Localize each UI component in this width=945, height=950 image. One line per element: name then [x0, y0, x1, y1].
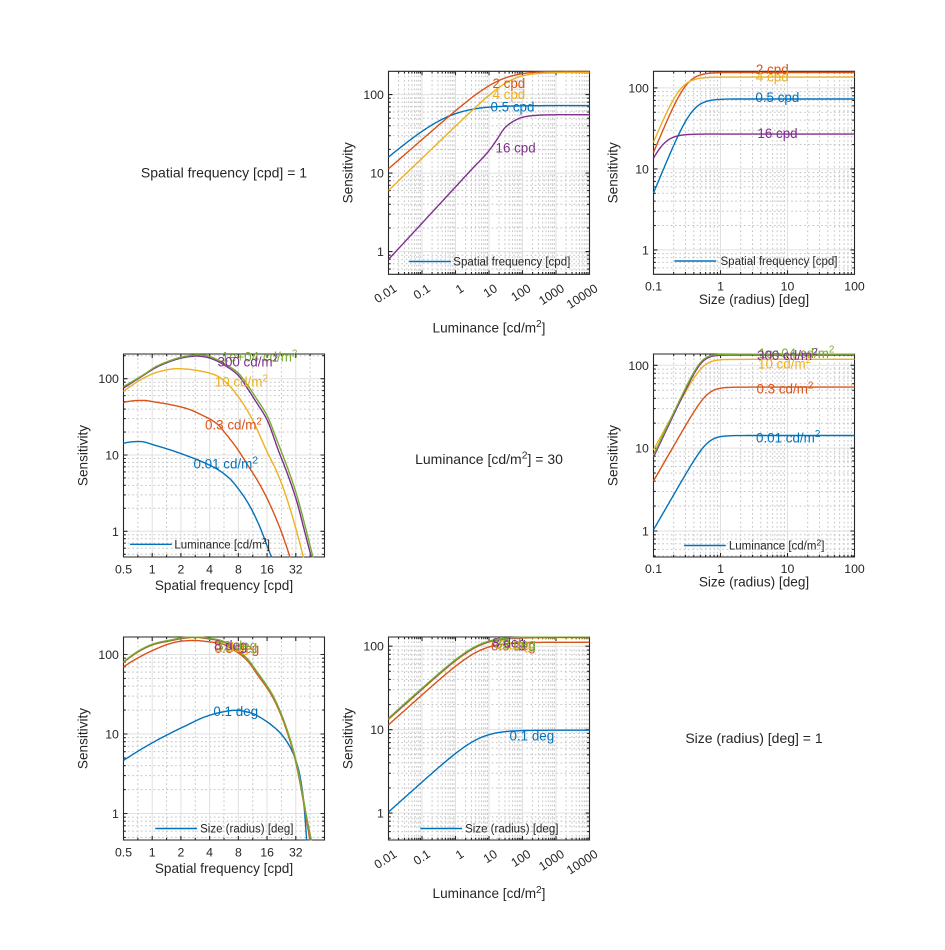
svg-text:1: 1: [112, 807, 119, 821]
svg-text:Sensitivity: Sensitivity: [341, 708, 356, 769]
svg-text:16: 16: [260, 845, 274, 859]
svg-text:300 cd/m2: 300 cd/m2: [757, 347, 818, 363]
svg-text:Size (radius) [deg]: Size (radius) [deg]: [200, 824, 293, 836]
svg-text:32: 32: [289, 562, 303, 576]
svg-text:Sensitivity: Sensitivity: [606, 142, 621, 203]
svg-text:10: 10: [635, 442, 649, 456]
svg-text:0.1: 0.1: [645, 562, 662, 576]
svg-text:1: 1: [717, 562, 724, 576]
svg-text:32 deg: 32 deg: [216, 639, 257, 654]
svg-text:100: 100: [628, 81, 649, 95]
svg-text:1: 1: [642, 525, 649, 539]
svg-text:2 deg: 2 deg: [498, 637, 532, 652]
svg-text:8 deg: 8 deg: [492, 635, 526, 650]
svg-text:Luminance [cd/m2] = 30: Luminance [cd/m2] = 30: [415, 451, 563, 467]
svg-text:16 cpd: 16 cpd: [757, 126, 797, 141]
svg-text:1: 1: [642, 243, 649, 257]
svg-text:2: 2: [177, 562, 184, 576]
svg-text:Spatial frequency [cpd]: Spatial frequency [cpd]: [155, 578, 293, 593]
svg-text:0.01 cd/m2: 0.01 cd/m2: [194, 455, 258, 471]
svg-text:0.5 cpd: 0.5 cpd: [755, 90, 799, 105]
svg-text:Luminance [cd/m2]: Luminance [cd/m2]: [729, 537, 825, 552]
svg-text:1: 1: [377, 807, 384, 821]
svg-text:Sensitivity: Sensitivity: [606, 425, 621, 486]
svg-text:0.1 deg: 0.1 deg: [510, 728, 555, 743]
svg-text:Size (radius) [deg]: Size (radius) [deg]: [699, 292, 809, 307]
svg-text:100: 100: [363, 88, 384, 102]
svg-text:1: 1: [377, 245, 384, 259]
svg-text:10: 10: [781, 562, 795, 576]
svg-text:1: 1: [149, 562, 156, 576]
svg-text:1: 1: [717, 279, 724, 293]
svg-text:300 cd/m2: 300 cd/m2: [218, 353, 279, 369]
svg-text:2 deg: 2 deg: [216, 640, 250, 655]
svg-text:0.5 deg: 0.5 deg: [215, 641, 260, 656]
svg-text:1e+04 cd/m2: 1e+04 cd/m2: [222, 349, 298, 365]
svg-text:4: 4: [206, 562, 213, 576]
svg-text:10 cd/m2: 10 cd/m2: [215, 373, 268, 389]
svg-text:4: 4: [206, 845, 213, 859]
svg-text:Luminance [cd/m2]: Luminance [cd/m2]: [433, 885, 546, 901]
svg-text:2: 2: [177, 845, 184, 859]
svg-text:10: 10: [781, 279, 795, 293]
svg-text:0.1: 0.1: [645, 279, 662, 293]
svg-text:8: 8: [235, 562, 242, 576]
svg-text:100: 100: [844, 562, 865, 576]
svg-text:Size (radius) [deg]: Size (radius) [deg]: [465, 824, 558, 836]
svg-text:10 cd/m2: 10 cd/m2: [758, 355, 811, 371]
svg-text:100: 100: [98, 648, 119, 662]
svg-text:0.5 deg: 0.5 deg: [491, 639, 536, 654]
svg-text:Sensitivity: Sensitivity: [76, 425, 91, 486]
svg-text:100: 100: [844, 279, 865, 293]
svg-text:0.5: 0.5: [115, 845, 132, 859]
svg-text:10: 10: [481, 847, 500, 866]
svg-text:Sensitivity: Sensitivity: [76, 708, 91, 769]
svg-text:0.01 cd/m2: 0.01 cd/m2: [756, 429, 820, 445]
svg-text:10: 10: [105, 728, 119, 742]
svg-text:10: 10: [370, 167, 384, 181]
svg-text:8 deg: 8 deg: [214, 638, 248, 653]
svg-text:16: 16: [260, 562, 274, 576]
svg-text:1e+04 cd/m2: 1e+04 cd/m2: [759, 345, 835, 361]
svg-text:0.3 cd/m2: 0.3 cd/m2: [205, 417, 262, 433]
svg-text:16 cpd: 16 cpd: [496, 141, 536, 156]
svg-text:0.5 cpd: 0.5 cpd: [491, 100, 535, 115]
svg-text:100: 100: [363, 640, 384, 654]
svg-text:0.3 cd/m2: 0.3 cd/m2: [757, 380, 814, 396]
svg-text:32: 32: [289, 845, 303, 859]
svg-text:Size (radius) [deg] = 1: Size (radius) [deg] = 1: [685, 730, 823, 746]
svg-text:4 cpd: 4 cpd: [756, 70, 789, 85]
svg-text:Spatial frequency [cpd]: Spatial frequency [cpd]: [453, 257, 570, 269]
svg-text:10: 10: [481, 281, 500, 300]
svg-text:Luminance [cd/m2]: Luminance [cd/m2]: [174, 536, 270, 551]
svg-text:10: 10: [635, 162, 649, 176]
svg-text:2 cpd: 2 cpd: [493, 76, 526, 91]
svg-text:Luminance [cd/m2]: Luminance [cd/m2]: [433, 319, 546, 335]
svg-text:1: 1: [112, 525, 119, 539]
svg-text:2 cpd: 2 cpd: [756, 62, 789, 77]
svg-text:Size (radius) [deg]: Size (radius) [deg]: [699, 575, 809, 590]
svg-text:100: 100: [628, 359, 649, 373]
svg-text:8: 8: [235, 845, 242, 859]
svg-text:4 cpd: 4 cpd: [493, 87, 526, 102]
svg-text:10: 10: [105, 449, 119, 463]
svg-text:0.5: 0.5: [115, 562, 132, 576]
svg-text:Spatial frequency [cpd]: Spatial frequency [cpd]: [155, 861, 293, 876]
svg-text:0.1 deg: 0.1 deg: [213, 704, 258, 719]
svg-text:Sensitivity: Sensitivity: [341, 142, 356, 203]
svg-text:1: 1: [149, 845, 156, 859]
svg-text:Spatial frequency [cpd] = 1: Spatial frequency [cpd] = 1: [141, 165, 307, 181]
svg-text:Spatial frequency [cpd]: Spatial frequency [cpd]: [721, 256, 838, 268]
svg-text:10: 10: [370, 723, 384, 737]
svg-text:100: 100: [98, 372, 119, 386]
svg-text:32 deg: 32 deg: [495, 637, 536, 652]
